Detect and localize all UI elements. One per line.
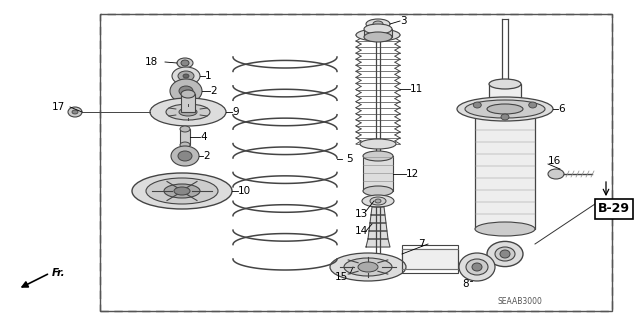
Ellipse shape: [475, 222, 535, 236]
Bar: [402, 245, 458, 273]
Polygon shape: [366, 239, 390, 247]
Ellipse shape: [180, 142, 190, 148]
Text: 14: 14: [355, 226, 368, 236]
Text: 12: 12: [406, 169, 419, 179]
Ellipse shape: [366, 19, 390, 29]
Ellipse shape: [330, 253, 406, 281]
Ellipse shape: [487, 241, 523, 267]
Polygon shape: [369, 223, 387, 231]
Ellipse shape: [174, 187, 190, 195]
Ellipse shape: [500, 250, 510, 258]
Ellipse shape: [466, 259, 488, 275]
Ellipse shape: [183, 74, 189, 78]
Text: B-29: B-29: [598, 203, 630, 216]
Ellipse shape: [487, 104, 523, 114]
Text: Fr.: Fr.: [52, 268, 66, 278]
Text: 7: 7: [418, 239, 424, 249]
Bar: [181, 94, 195, 112]
Ellipse shape: [358, 262, 378, 272]
Ellipse shape: [363, 151, 393, 161]
Ellipse shape: [457, 97, 553, 121]
Ellipse shape: [344, 258, 392, 276]
Ellipse shape: [364, 32, 392, 42]
Ellipse shape: [373, 21, 383, 27]
Bar: [363, 156, 393, 191]
Text: 10: 10: [238, 186, 251, 196]
Bar: [489, 84, 521, 109]
Ellipse shape: [179, 86, 193, 96]
Ellipse shape: [177, 58, 193, 68]
Bar: [364, 29, 392, 37]
Text: 15: 15: [335, 272, 348, 282]
Ellipse shape: [172, 67, 200, 85]
Ellipse shape: [472, 263, 482, 271]
Ellipse shape: [181, 90, 195, 98]
Ellipse shape: [181, 60, 189, 66]
Text: 2: 2: [210, 86, 216, 96]
Ellipse shape: [68, 107, 82, 117]
Text: 17: 17: [52, 102, 65, 112]
Text: 5: 5: [346, 154, 353, 164]
Ellipse shape: [474, 102, 481, 108]
Bar: [100, 14, 612, 311]
Ellipse shape: [171, 146, 199, 166]
Polygon shape: [368, 231, 388, 239]
Text: 8: 8: [462, 279, 468, 289]
Text: 1: 1: [205, 71, 212, 81]
Ellipse shape: [370, 197, 386, 205]
Text: 4: 4: [200, 132, 207, 142]
Ellipse shape: [180, 126, 190, 132]
Text: 9: 9: [232, 107, 239, 117]
Ellipse shape: [164, 184, 200, 198]
Ellipse shape: [178, 151, 192, 161]
Polygon shape: [371, 207, 385, 215]
Ellipse shape: [362, 195, 394, 207]
Text: 6: 6: [558, 104, 564, 114]
Ellipse shape: [529, 102, 537, 108]
Bar: [475, 111, 535, 229]
Text: 3: 3: [400, 16, 406, 26]
Ellipse shape: [364, 24, 392, 34]
Ellipse shape: [489, 104, 521, 114]
Ellipse shape: [178, 71, 194, 81]
Text: 18: 18: [145, 57, 158, 67]
Text: 2: 2: [203, 151, 210, 161]
Ellipse shape: [375, 199, 381, 203]
Ellipse shape: [459, 253, 495, 281]
Polygon shape: [402, 249, 458, 269]
Text: SEAAB3000: SEAAB3000: [497, 296, 543, 306]
Ellipse shape: [548, 169, 564, 179]
Ellipse shape: [170, 79, 202, 103]
Ellipse shape: [501, 114, 509, 120]
Bar: [180, 129, 190, 145]
Ellipse shape: [495, 247, 515, 261]
Ellipse shape: [356, 29, 400, 41]
Ellipse shape: [132, 173, 232, 209]
Ellipse shape: [150, 98, 226, 126]
Ellipse shape: [363, 186, 393, 196]
Ellipse shape: [166, 104, 210, 120]
Bar: [100, 14, 612, 311]
Ellipse shape: [475, 104, 535, 118]
Polygon shape: [370, 215, 386, 223]
Text: 11: 11: [410, 84, 423, 94]
Ellipse shape: [489, 79, 521, 89]
Ellipse shape: [465, 100, 545, 118]
Ellipse shape: [179, 108, 197, 116]
Ellipse shape: [72, 110, 78, 114]
Text: 13: 13: [355, 209, 368, 219]
Text: 16: 16: [548, 156, 561, 166]
Ellipse shape: [146, 178, 218, 204]
Ellipse shape: [360, 139, 396, 149]
